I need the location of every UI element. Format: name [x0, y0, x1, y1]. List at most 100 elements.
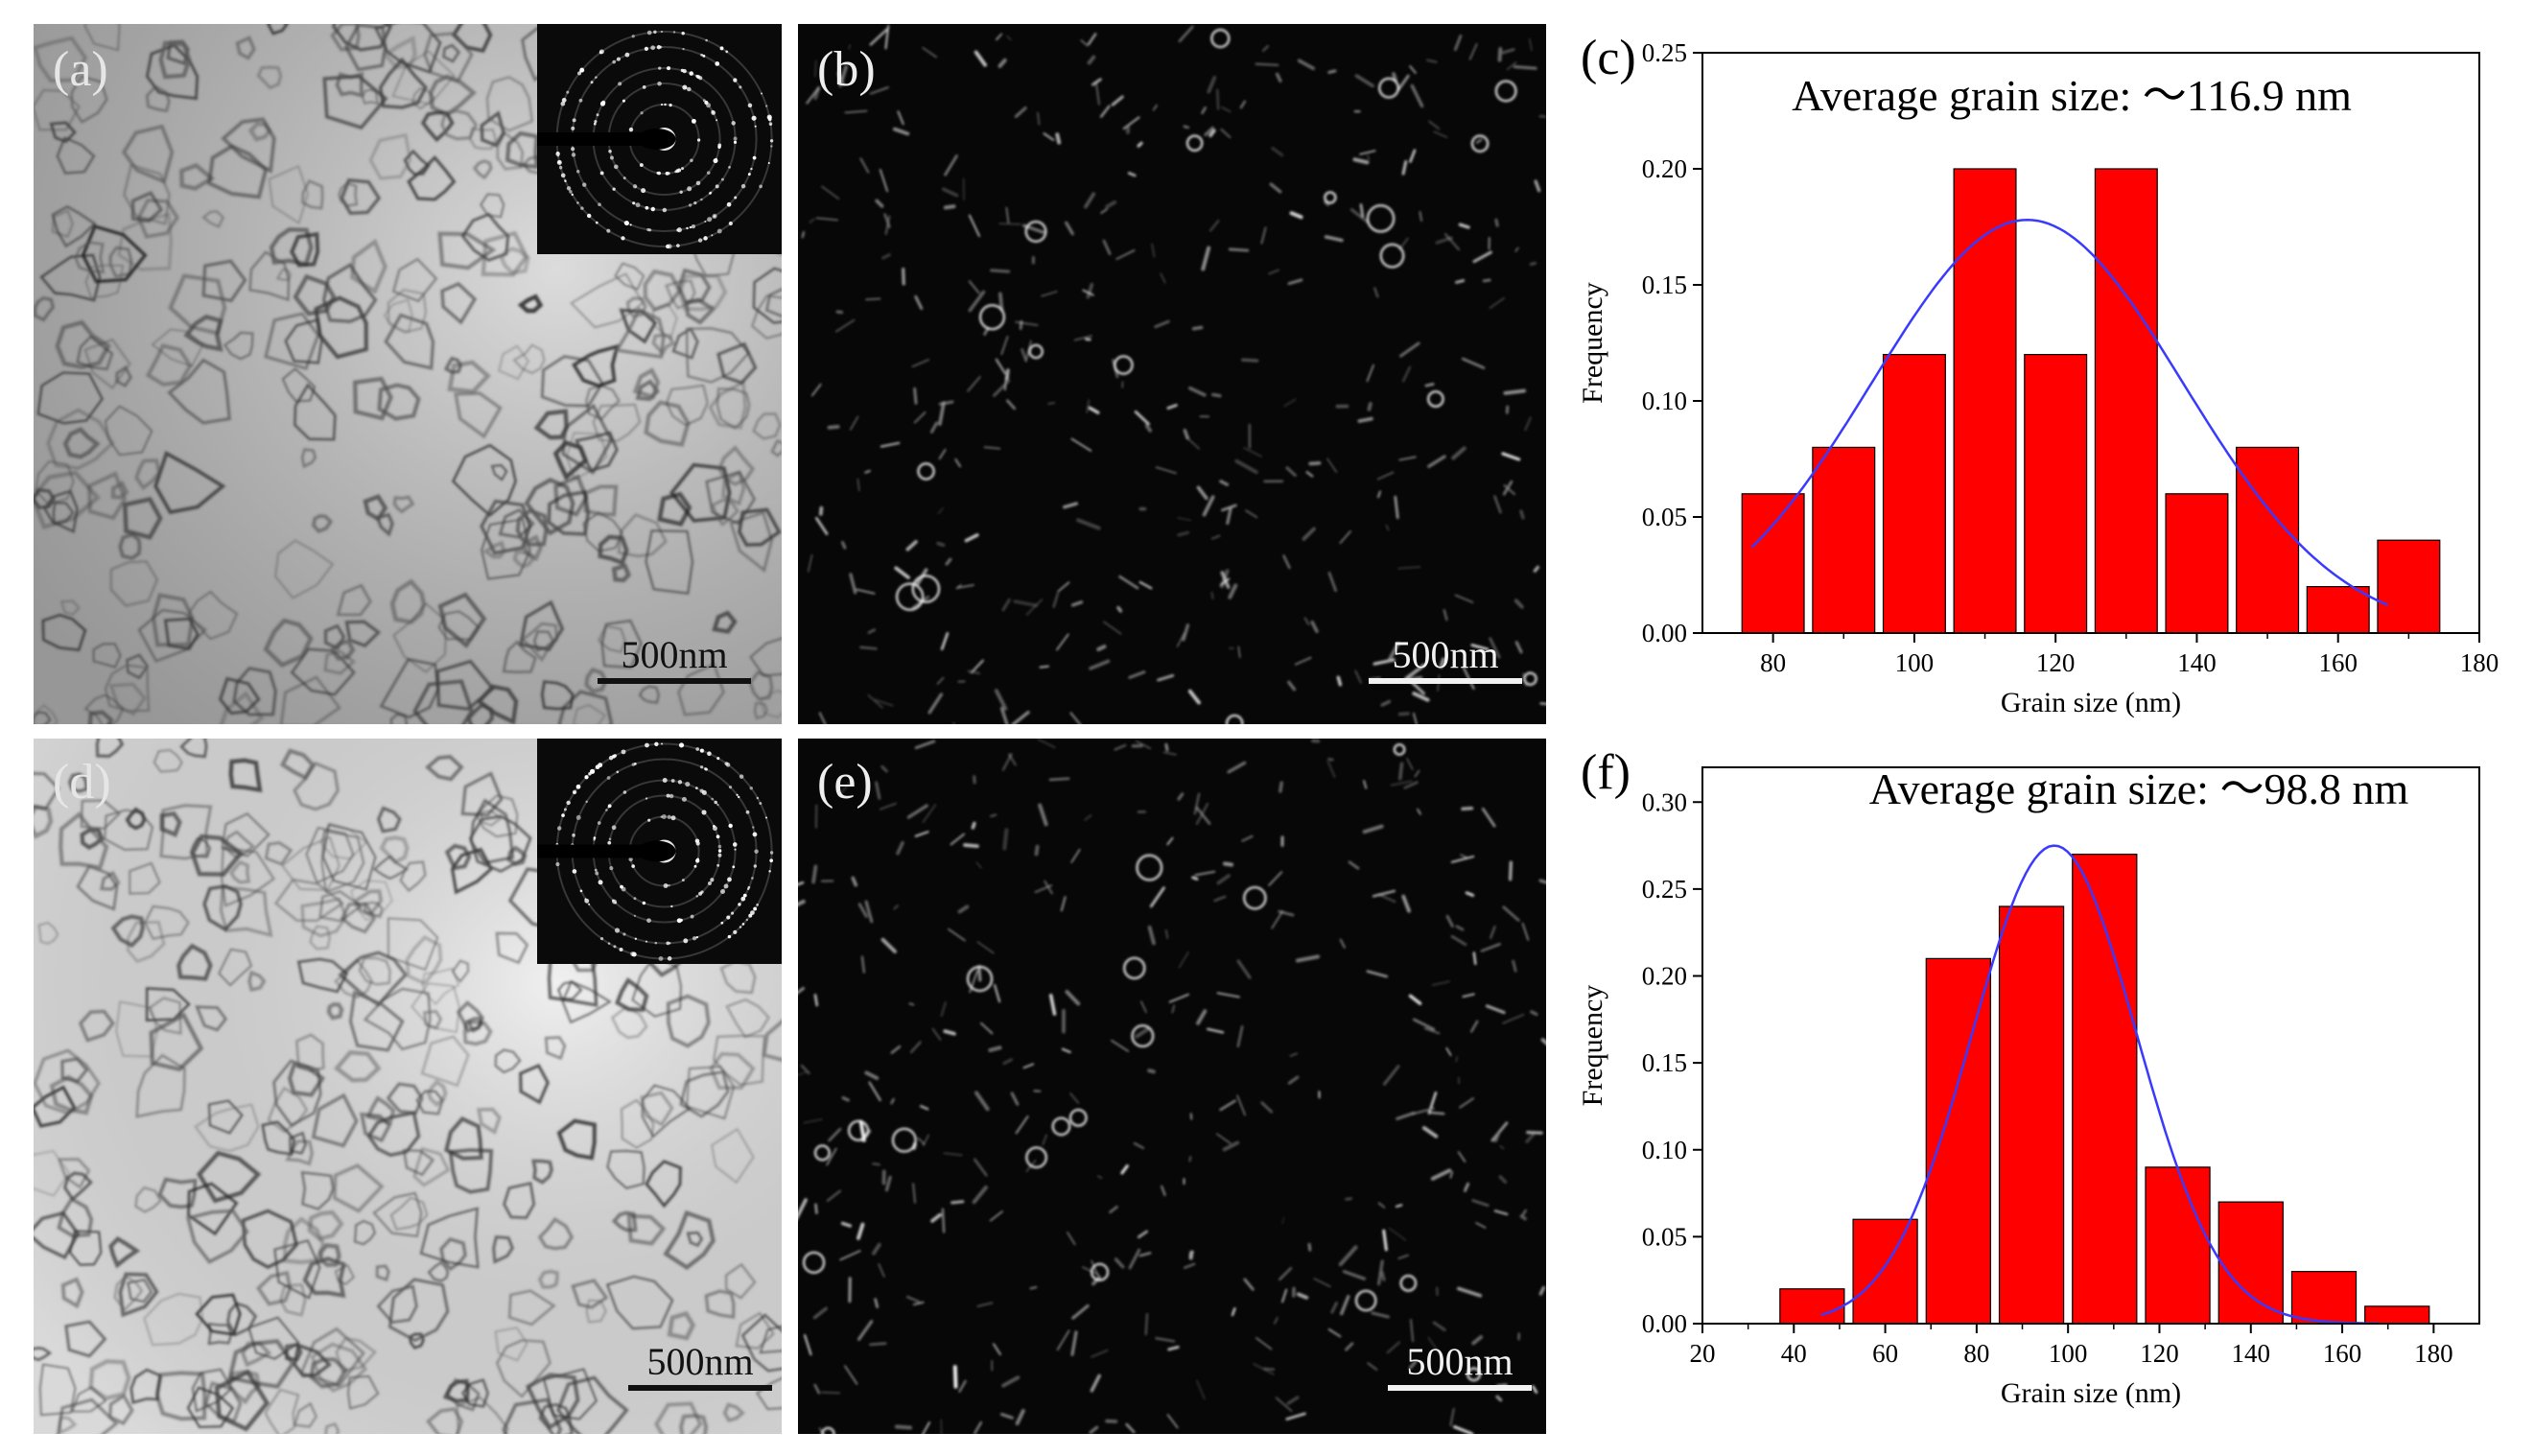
bright-grain: [1166, 404, 1178, 411]
grain-boundary: [69, 1230, 103, 1266]
bright-grain: [966, 965, 994, 993]
diffraction-spot: [613, 164, 619, 170]
bright-grain: [857, 903, 868, 918]
bright-grain: [1002, 1058, 1014, 1066]
grain-boundary: [387, 1278, 450, 1343]
diffraction-spot: [695, 74, 699, 78]
grain-boundary: [282, 1216, 326, 1265]
diffraction-spot: [756, 903, 760, 906]
bright-grain: [1122, 956, 1146, 980]
diffraction-spot: [740, 896, 746, 902]
bright-grain: [874, 698, 894, 707]
bright-grain: [1140, 1000, 1147, 1014]
grain-boundary: [711, 1127, 755, 1185]
diffraction-spot: [752, 155, 757, 160]
grain-boundary: [34, 1149, 71, 1197]
y-tick-label: 0.05: [1642, 503, 1687, 531]
bright-grain: [818, 505, 824, 516]
bright-grain: [929, 421, 938, 434]
diffraction-spot: [666, 941, 670, 946]
bright-grain: [922, 1421, 930, 1434]
grain-boundary: [41, 613, 87, 651]
grain-boundary: [137, 608, 207, 663]
bright-grain: [880, 937, 897, 953]
bright-grain: [971, 821, 976, 830]
grain-boundary: [738, 507, 782, 547]
bright-grain: [1412, 692, 1430, 702]
bright-grain: [821, 1426, 835, 1434]
diffraction-spot: [611, 825, 617, 831]
bright-grain: [1393, 743, 1406, 756]
bright-grain: [1503, 388, 1527, 395]
grain-boundary: [57, 1158, 91, 1189]
grain-boundary: [663, 1209, 716, 1271]
bright-grain: [956, 584, 974, 589]
bright-grain: [1471, 1199, 1490, 1208]
grain-boundary: [704, 1289, 736, 1319]
histogram-bar: [2217, 1201, 2284, 1325]
bright-grain: [1449, 1170, 1453, 1179]
bright-grain: [814, 59, 817, 78]
bright-grain: [1340, 1295, 1350, 1316]
bright-grain: [911, 575, 941, 603]
scale-bar: 500nm: [598, 636, 751, 684]
grain-boundary: [490, 464, 508, 481]
diffraction-spot: [686, 86, 692, 92]
grain-boundary: [450, 847, 494, 895]
bright-grain: [1241, 834, 1254, 842]
background: [798, 24, 1546, 724]
bright-grain: [957, 904, 970, 914]
bright-grain: [1164, 928, 1169, 939]
grain-boundary: [759, 1325, 782, 1354]
grain-boundary: [235, 35, 256, 60]
diffraction-spot: [719, 46, 724, 51]
y-tick-label: 0.20: [1642, 962, 1687, 991]
bright-grain: [813, 994, 819, 1007]
grain-boundary: [556, 1375, 629, 1434]
bright-grain: [800, 1064, 810, 1075]
bright-grain: [1377, 490, 1381, 499]
diffraction-spot: [691, 223, 696, 229]
diffraction-spot: [631, 35, 635, 38]
grain-boundary: [34, 711, 52, 724]
bright-grain: [1005, 206, 1010, 223]
histogram-bar: [1882, 354, 1946, 634]
grain-boundary: [247, 1316, 300, 1360]
grain-boundary: [391, 257, 438, 303]
diffraction-spot: [682, 68, 687, 74]
bright-grain: [1177, 517, 1192, 522]
grain-boundary: [113, 1275, 144, 1312]
bright-grain: [1207, 1027, 1225, 1034]
grain-boundary: [57, 1196, 94, 1238]
grain-boundary: [290, 231, 320, 268]
diffraction-spot: [666, 793, 670, 798]
bright-grain: [1193, 792, 1201, 815]
bright-grain: [1024, 220, 1047, 243]
bright-grain: [798, 1071, 808, 1076]
bright-grain: [1514, 641, 1523, 654]
grain-boundary: [614, 307, 666, 360]
x-tick-label: 80: [1760, 648, 1786, 677]
grain-boundary: [469, 127, 498, 151]
bright-grain: [859, 646, 878, 650]
diffraction-spot: [767, 116, 772, 121]
grain-boundary: [582, 511, 623, 552]
grain-boundary: [70, 75, 108, 124]
bright-grain: [1497, 47, 1503, 62]
diffraction-spot: [732, 865, 736, 869]
bright-grain: [1178, 25, 1194, 43]
bright-grain: [826, 1147, 837, 1166]
bright-grain: [1354, 1289, 1377, 1312]
diffraction-spot: [571, 193, 574, 197]
diffraction-spot: [696, 138, 701, 142]
bright-grain: [1377, 1202, 1386, 1209]
diffraction-spot: [731, 911, 735, 915]
bright-grain: [1219, 1099, 1236, 1112]
bright-grain: [1489, 637, 1501, 659]
bright-grain: [880, 764, 888, 773]
bright-grain: [1024, 340, 1032, 363]
bright-grain: [1471, 1335, 1483, 1346]
panel-label-d: (d): [53, 755, 111, 810]
diffraction-spot: [689, 225, 692, 229]
bright-grain: [1239, 100, 1247, 109]
